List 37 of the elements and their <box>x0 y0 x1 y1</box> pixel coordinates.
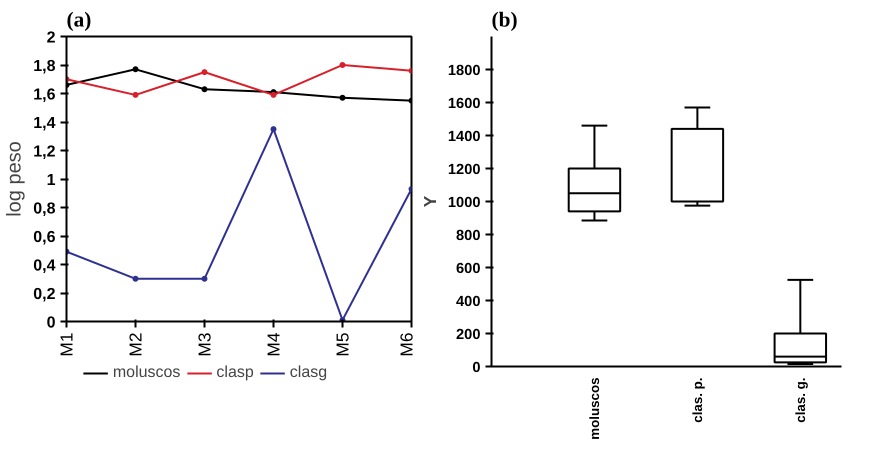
legend-label: clasp <box>216 364 254 382</box>
x-tick-label: M1 <box>56 332 76 357</box>
y-tick-label: 0,2 <box>33 286 56 303</box>
y-tick-label: 1,8 <box>33 58 56 75</box>
y-tick-label: 0,6 <box>33 229 56 246</box>
y-tick-label: 2 <box>46 30 56 46</box>
y-tick-label: 1200 <box>448 162 481 178</box>
y-tick-label: 200 <box>456 327 481 343</box>
y-axis-title: Y <box>420 195 440 208</box>
y-tick-label: 1,4 <box>33 115 56 132</box>
y-tick-label: 1000 <box>448 195 481 211</box>
x-tick-label: M4 <box>264 332 284 357</box>
x-tick-label: moluscos <box>586 377 602 440</box>
y-tick-label: 1,2 <box>33 144 56 160</box>
y-tick-label: 0 <box>472 360 481 376</box>
y-tick-label: 600 <box>456 261 481 277</box>
y-tick-label: 1400 <box>448 129 481 145</box>
legend-label: clasg <box>290 364 328 382</box>
y-tick-label: 0,4 <box>33 258 56 274</box>
y-tick-label: 0,8 <box>33 200 56 218</box>
x-tick-label: clas. g. <box>792 377 808 423</box>
x-tick-label: M6 <box>396 332 416 357</box>
chart-title: (a) <box>66 8 92 32</box>
y-tick-label: 1600 <box>448 96 481 112</box>
chart-title: (b) <box>492 8 518 32</box>
y-tick-label: 1 <box>46 172 56 189</box>
y-axis-title: log peso <box>3 141 26 217</box>
y-tick-label: 1,6 <box>33 86 56 104</box>
x-tick-label: M5 <box>332 332 352 357</box>
legend-label: moluscos <box>112 364 180 382</box>
x-tick-label: clas. p. <box>690 377 705 423</box>
y-tick-label: 800 <box>456 228 481 244</box>
x-tick-label: M3 <box>194 332 214 357</box>
y-tick-label: 1800 <box>448 63 481 79</box>
y-tick-label: 400 <box>456 294 481 310</box>
y-tick-label: 0 <box>46 314 56 332</box>
x-tick-label: M2 <box>126 332 146 357</box>
